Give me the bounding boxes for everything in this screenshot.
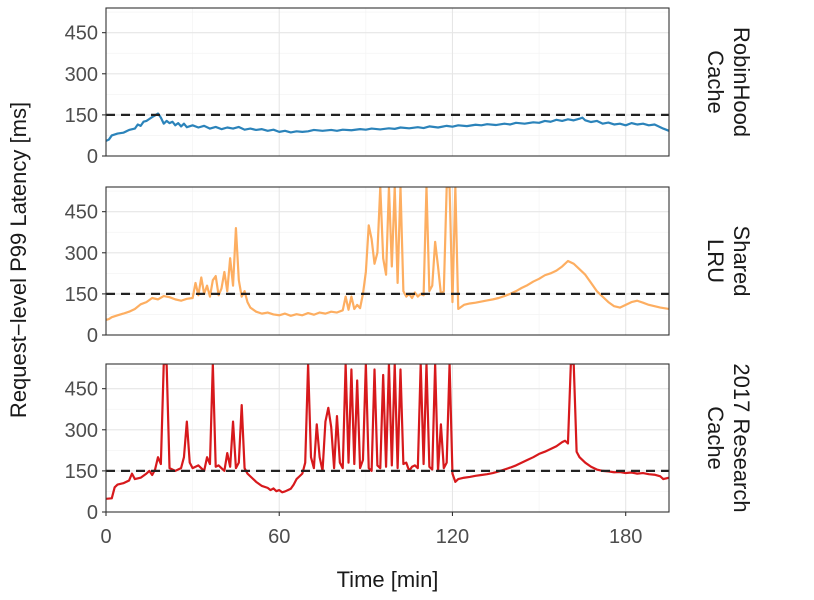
series-line bbox=[106, 187, 669, 321]
strip-label-line2: LRU bbox=[703, 239, 728, 283]
y-tick-label: 450 bbox=[65, 23, 98, 45]
strip-label-line1: 2017 Research bbox=[729, 363, 754, 512]
y-tick-label: 150 bbox=[65, 461, 98, 483]
y-axis-title: Request−level P99 Latency [ms] bbox=[6, 102, 31, 418]
y-tick-label: 150 bbox=[65, 105, 98, 127]
x-tick-label: 0 bbox=[100, 526, 111, 548]
strip-label-line1: Shared bbox=[729, 226, 754, 297]
x-tick-label: 120 bbox=[436, 526, 469, 548]
strip-label-line2: Cache bbox=[703, 406, 728, 470]
x-tick-label: 180 bbox=[609, 526, 642, 548]
series-line bbox=[106, 112, 669, 142]
strip-label-line1: RobinHood bbox=[729, 27, 754, 137]
y-tick-label: 450 bbox=[65, 379, 98, 401]
x-axis-title: Time [min] bbox=[337, 567, 439, 592]
x-tick-label: 60 bbox=[268, 526, 290, 548]
y-tick-label: 450 bbox=[65, 202, 98, 224]
panel-border bbox=[105, 186, 670, 336]
y-tick-label: 0 bbox=[87, 325, 98, 347]
y-tick-label: 0 bbox=[87, 146, 98, 168]
panel-background bbox=[106, 8, 669, 156]
y-tick-label: 300 bbox=[65, 243, 98, 265]
y-tick-label: 0 bbox=[87, 502, 98, 524]
y-tick-label: 300 bbox=[65, 420, 98, 442]
y-tick-label: 150 bbox=[65, 284, 98, 306]
panel-border bbox=[105, 363, 670, 513]
strip-label-line2: Cache bbox=[703, 50, 728, 114]
y-tick-label: 300 bbox=[65, 64, 98, 86]
series-line bbox=[106, 364, 669, 500]
panel-border bbox=[105, 7, 670, 157]
